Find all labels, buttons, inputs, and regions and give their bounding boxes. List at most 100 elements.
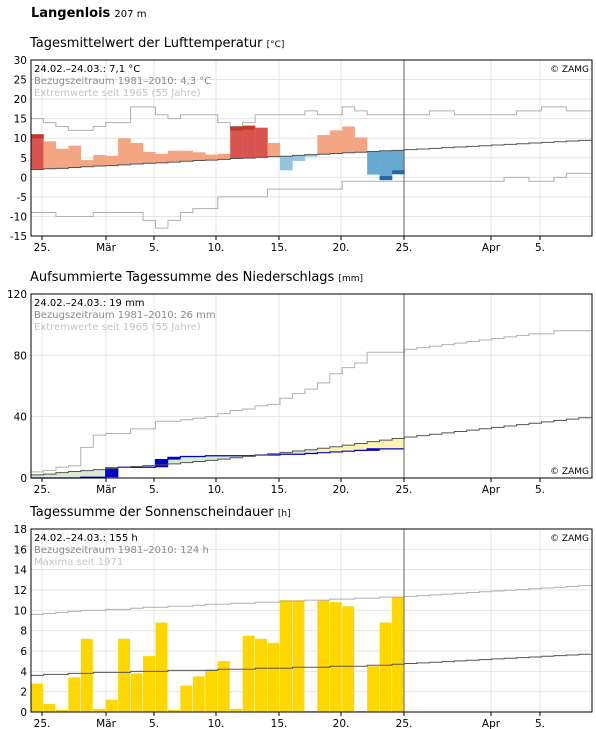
temperature-anomaly-bar xyxy=(392,150,405,175)
temperature-watermark: © ZAMG xyxy=(550,65,589,75)
precipitation-xtick-label: 5. xyxy=(535,484,545,496)
temperature-anomaly-bar xyxy=(93,155,106,166)
precipitation-xtick-label: Apr xyxy=(482,484,501,496)
sunshine-ytick-label: 16 xyxy=(14,544,28,556)
precipitation-observed-line xyxy=(31,448,405,479)
temperature-xtick-label: 10. xyxy=(208,242,225,254)
sunshine-bar xyxy=(118,638,131,712)
temperature-future-extreme-min-line xyxy=(404,172,592,182)
sunshine-ytick-label: 18 xyxy=(14,524,27,536)
precipitation-difference-fill xyxy=(354,443,368,451)
sunshine-xtick-label: 25. xyxy=(396,718,413,729)
sunshine-extreme-max-line xyxy=(31,585,592,615)
precipitation-info-reference: Bezugszeitraum 1981–2010: 26 mm xyxy=(34,310,216,321)
temperature-xtick-label: 5. xyxy=(535,242,545,254)
temperature-anomaly-bar xyxy=(143,151,156,164)
temperature-ytick-label: 25 xyxy=(14,75,27,87)
temperature-anomaly-bar xyxy=(304,154,318,157)
temperature-info-extremes: Extremwerte seit 1965 (55 Jahre) xyxy=(34,88,201,99)
sunshine-bar xyxy=(329,602,342,712)
precipitation-ytick-label: 120 xyxy=(7,289,27,301)
temperature-anomaly-bar xyxy=(105,155,119,166)
sunshine-bar xyxy=(55,709,68,712)
precipitation-difference-fill xyxy=(93,469,106,478)
precipitation-difference-fill xyxy=(43,474,57,478)
temperature-ytick-label: -15 xyxy=(10,231,27,243)
temperature-anomaly-bar-extreme xyxy=(230,126,243,131)
temperature-anomaly-bar xyxy=(255,127,268,158)
sunshine-bar xyxy=(242,635,255,712)
sunshine-bar xyxy=(167,709,180,712)
temperature-anomaly-bar xyxy=(55,148,69,169)
temperature-anomaly-bar xyxy=(329,130,343,154)
sunshine-bar xyxy=(180,685,193,712)
sunshine-ytick-label: 0 xyxy=(20,707,27,719)
precipitation-difference-fill xyxy=(292,451,306,455)
sunshine-bar xyxy=(31,683,43,712)
sunshine-bar xyxy=(292,600,305,712)
precipitation-chart-title: Aufsummierte Tagessumme des Niederschlag… xyxy=(30,270,363,285)
temperature-extreme-max-line xyxy=(31,106,405,131)
temperature-anomaly-bar-extreme xyxy=(31,134,44,139)
precipitation-unit: [mm] xyxy=(338,274,364,284)
sunshine-bar xyxy=(367,666,380,712)
precipitation-xtick-label: Mär xyxy=(96,484,116,496)
precipitation-daily-increment xyxy=(105,468,119,478)
temperature-ytick-label: 5 xyxy=(20,153,27,165)
sunshine-info-reference: Bezugszeitraum 1981–2010: 124 h xyxy=(34,545,209,556)
sunshine-title-text: Tagessumme der Sonnenscheindauer xyxy=(30,505,274,520)
precipitation-xtick-label: 25. xyxy=(34,484,51,496)
sunshine-info-period: 24.02.–24.03.: 155 h xyxy=(34,533,138,544)
sunshine-xtick-label: 15. xyxy=(271,718,288,729)
temperature-ytick-label: 30 xyxy=(14,55,27,67)
sunshine-bar xyxy=(68,677,81,712)
precipitation-difference-fill xyxy=(68,471,81,478)
precipitation-xtick-label: 20. xyxy=(333,484,350,496)
sunshine-ytick-label: 10 xyxy=(14,605,27,617)
precipitation-difference-fill xyxy=(267,453,281,455)
sunshine-ytick-label: 2 xyxy=(20,687,27,699)
temperature-anomaly-bar xyxy=(43,141,57,169)
temperature-unit: [°C] xyxy=(266,40,285,50)
precipitation-chart: 120 80 40 0 25. Mär 5. 10. 15. 20. 25. Apr 5. 24.02.–… xyxy=(7,289,593,496)
sunshine-climate-mean-line xyxy=(31,653,592,676)
precipitation-info-period: 24.02.–24.03.: 19 mm xyxy=(34,298,145,309)
temperature-climate-mean-line xyxy=(31,139,592,171)
precipitation-difference-fill xyxy=(192,456,206,462)
sunshine-ytick-label: 4 xyxy=(20,666,27,678)
sunshine-xtick-label: Mär xyxy=(96,718,116,729)
precipitation-xtick-label: 25. xyxy=(396,484,413,496)
sunshine-ytick-label: 8 xyxy=(20,626,27,638)
precipitation-watermark: © ZAMG xyxy=(550,467,589,477)
precipitation-climate-mean-line xyxy=(31,417,592,476)
sunshine-bar xyxy=(80,638,93,712)
precipitation-difference-fill xyxy=(230,455,243,458)
temperature-xtick-label: 20. xyxy=(333,242,350,254)
precipitation-ytick-label: 0 xyxy=(20,473,27,485)
precipitation-difference-fill xyxy=(80,470,94,478)
sunshine-bar xyxy=(43,703,56,712)
temperature-extreme-min-line xyxy=(31,180,405,229)
sunshine-watermark: © ZAMG xyxy=(550,534,589,544)
sunshine-bar xyxy=(155,622,168,712)
precipitation-difference-fill xyxy=(217,455,231,460)
temperature-anomaly-bar-extreme xyxy=(242,125,256,130)
station-header: Langenlois 207 m xyxy=(31,6,146,21)
temperature-anomaly-bar xyxy=(292,155,306,161)
temperature-ytick-label: 0 xyxy=(20,172,27,184)
sunshine-ytick-label: 12 xyxy=(14,585,27,597)
sunshine-xtick-label: 10. xyxy=(208,718,225,729)
temperature-anomaly-bar xyxy=(317,135,330,155)
sunshine-bar xyxy=(255,638,268,712)
temperature-xtick-label: 25. xyxy=(396,242,413,254)
sunshine-bar xyxy=(130,673,143,712)
precipitation-plot-border xyxy=(30,293,593,479)
sunshine-info-extremes: Maxima seit 1971 xyxy=(34,557,123,568)
sunshine-bar xyxy=(267,642,280,712)
temperature-anomaly-bar xyxy=(267,142,281,157)
temperature-xtick-label: 25. xyxy=(34,242,51,254)
precipitation-difference-fill xyxy=(304,449,318,454)
precipitation-ytick-label: 40 xyxy=(14,412,27,424)
temperature-chart: 30 25 20 15 10 5 0 -5 -10 -15 25. Mär 5. 10. 15. 20. 25.… xyxy=(10,55,593,254)
precipitation-difference-fill xyxy=(143,465,156,468)
